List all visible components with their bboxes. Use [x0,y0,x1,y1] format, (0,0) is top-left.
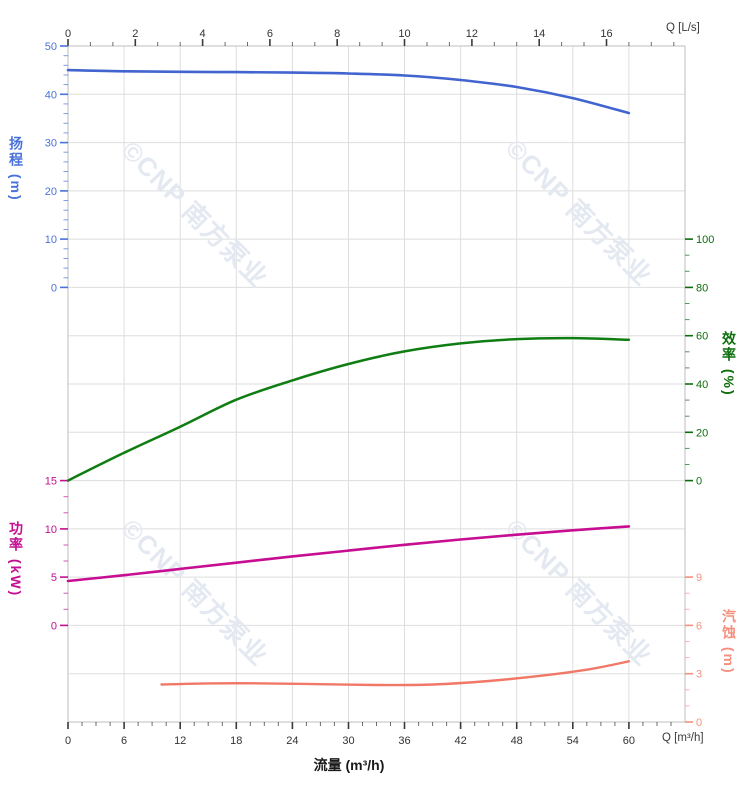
bottom-tick-label: 48 [511,735,523,747]
curve-npsh [160,660,631,687]
eff-tick-label: 40 [696,379,708,391]
bottom-tick-label: 12 [174,735,186,747]
watermark-text: ©CNP 南方泵业 [500,513,658,671]
curve-power [66,525,631,583]
top-tick-label: 2 [132,28,138,40]
bottom-tick-label: 30 [342,735,354,747]
head-tick-label: 20 [45,186,57,198]
head-tick-label: 10 [45,234,57,246]
bottom-tick-label: 0 [65,735,71,747]
bottom-tick-label: 24 [286,735,298,747]
npsh-tick-label: 3 [696,669,702,681]
bottom-tick-label: 42 [454,735,466,747]
eff-tick-label: 0 [696,476,702,488]
top-tick-label: 14 [533,28,545,40]
curve-head [66,68,631,115]
bottom-tick-label: 54 [567,735,579,747]
power-tick-label: 15 [45,476,57,488]
watermark-text: ©CNP 南方泵业 [500,133,658,291]
top-tick-label: 16 [600,28,612,40]
head-axis-title: 扬程 (m) [8,136,24,202]
top-tick-label: 4 [200,28,206,40]
curve-efficiency [66,336,631,482]
head-tick-label: 0 [51,282,57,294]
bottom-axis: 0 6 12 18 24 30 36 42 48 54 60 [65,722,672,747]
axis-power: 15 10 5 0 [45,476,68,632]
eff-tick-label: 20 [696,427,708,439]
head-tick-label: 40 [45,89,57,101]
top-tick-label: 12 [466,28,478,40]
grid-lines [68,46,685,722]
axis-eff: 100 80 60 40 20 0 [685,234,714,488]
top-tick-label: 6 [267,28,273,40]
npsh-axis-title: 汽蚀 (m) [721,609,737,675]
bottom-axis-title: 流量 (m³/h) [313,757,385,773]
bottom-tick-label: 36 [398,735,410,747]
eff-tick-label: 100 [696,234,714,246]
top-tick-label: 10 [398,28,410,40]
bottom-axis-unit-label: Q [m³/h] [662,732,704,744]
head-tick-label: 50 [45,41,57,53]
power-tick-label: 5 [51,572,57,584]
top-tick-label: 0 [65,28,71,40]
top-axis-unit-label: Q [L/s] [666,22,700,34]
bottom-tick-label: 60 [623,735,635,747]
power-tick-label: 0 [51,620,57,632]
curves [66,68,631,687]
eff-tick-label: 80 [696,282,708,294]
watermarks: ©CNP 南方泵业 ©CNP 南方泵业 ©CNP 南方泵业 ©CNP 南方泵业 [116,133,658,671]
power-tick-label: 10 [45,524,57,536]
npsh-tick-label: 0 [696,717,702,729]
head-tick-label: 30 [45,138,57,150]
axis-npsh: 9 6 3 0 [685,572,702,729]
top-axis: 0 2 4 6 8 10 12 14 16 [65,28,675,46]
npsh-tick-label: 6 [696,620,702,632]
watermark-text: ©CNP 南方泵业 [116,135,274,293]
eff-tick-label: 60 [696,331,708,343]
top-tick-label: 8 [334,28,340,40]
bottom-tick-label: 18 [230,735,242,747]
efficiency-axis-title: 效率 (%) [721,331,737,397]
power-axis-title: 功率 (kW) [8,521,24,598]
npsh-tick-label: 9 [696,572,702,584]
watermark-text: ©CNP 南方泵业 [116,513,274,671]
bottom-tick-label: 6 [121,735,127,747]
axis-head: 50 40 30 20 10 0 [45,41,68,294]
